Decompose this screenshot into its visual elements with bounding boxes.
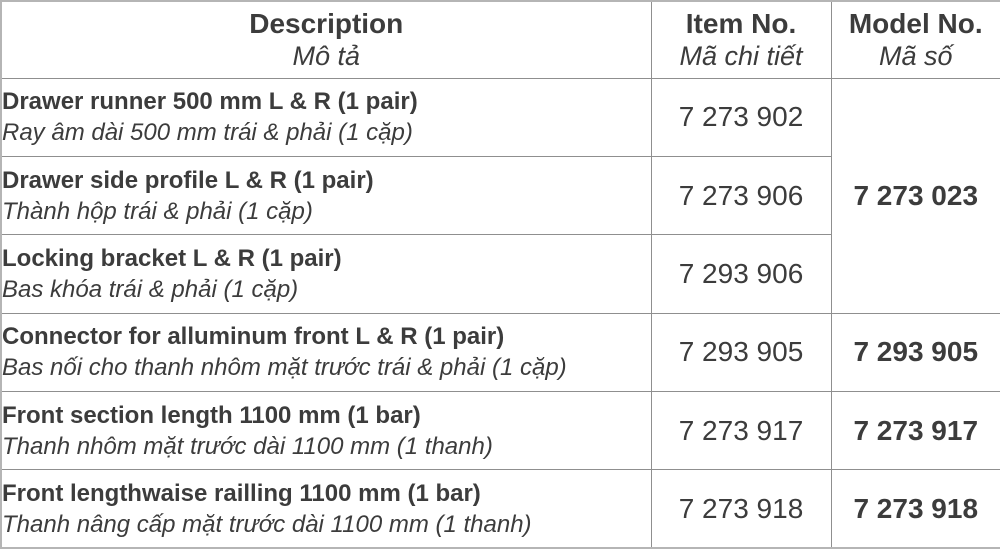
- header-description-vi: Mô tả: [292, 41, 361, 72]
- header-model-no-en: Model No.: [848, 8, 983, 40]
- header-item-no: Item No. Mã chi tiết: [650, 0, 832, 79]
- description-cell: Front section length 1100 mm (1 bar) Tha…: [0, 390, 652, 471]
- model-no-cell: 7 293 905: [830, 312, 1000, 392]
- description-vi: Ray âm dài 500 mm trái & phải (1 cặp): [2, 119, 413, 147]
- table-header-row: Description Mô tả Item No. Mã chi tiết M…: [0, 0, 1000, 79]
- item-no-cell: 7 273 917: [650, 390, 832, 471]
- model-no-cell: 7 273 918: [830, 469, 1000, 549]
- table-row: Connector for alluminum front L & R (1 p…: [0, 312, 1000, 392]
- table-row: Drawer side profile L & R (1 pair) Thành…: [0, 156, 1000, 236]
- description-vi: Thanh nhôm mặt trước dài 1100 mm (1 than…: [2, 432, 493, 460]
- description-vi: Bas khóa trái & phải (1 cặp): [2, 275, 299, 303]
- item-no-cell: 7 273 902: [650, 77, 832, 158]
- header-model-no-vi: Mã số: [878, 41, 953, 72]
- description-vi: Thành hộp trái & phải (1 cặp): [2, 197, 313, 225]
- model-no-cell: 7 273 917: [830, 390, 1000, 471]
- description-en: Connector for alluminum front L & R (1 p…: [2, 323, 505, 351]
- description-cell: Connector for alluminum front L & R (1 p…: [0, 312, 652, 392]
- model-no-cell-merged: 7 273 023: [830, 77, 1000, 314]
- description-cell: Drawer side profile L & R (1 pair) Thành…: [0, 156, 652, 236]
- description-cell: Locking bracket L & R (1 pair) Bas khóa …: [0, 234, 652, 314]
- table-row: Front lengthwaise railling 1100 mm (1 ba…: [0, 469, 1000, 549]
- header-item-no-vi: Mã chi tiết: [679, 41, 803, 72]
- header-description-en: Description: [249, 8, 404, 40]
- header-model-no: Model No. Mã số: [830, 0, 1000, 79]
- description-en: Front lengthwaise railling 1100 mm (1 ba…: [2, 479, 481, 507]
- table-row: Front section length 1100 mm (1 bar) Tha…: [0, 390, 1000, 471]
- description-en: Front section length 1100 mm (1 bar): [2, 401, 421, 429]
- description-cell: Drawer runner 500 mm L & R (1 pair) Ray …: [0, 77, 652, 158]
- description-en: Locking bracket L & R (1 pair): [2, 244, 342, 272]
- item-no-cell: 7 293 906: [650, 234, 832, 314]
- description-vi: Bas nối cho thanh nhôm mặt trước trái & …: [2, 354, 567, 382]
- description-cell: Front lengthwaise railling 1100 mm (1 ba…: [0, 469, 652, 549]
- item-no-cell: 7 273 918: [650, 469, 832, 549]
- description-en: Drawer runner 500 mm L & R (1 pair): [2, 88, 418, 116]
- table-row: Drawer runner 500 mm L & R (1 pair) Ray …: [0, 77, 1000, 314]
- item-no-cell: 7 273 906: [650, 156, 832, 236]
- description-vi: Thanh nâng cấp mặt trước dài 1100 mm (1 …: [2, 510, 532, 538]
- header-description: Description Mô tả: [0, 0, 652, 79]
- header-item-no-en: Item No.: [685, 8, 797, 40]
- item-no-cell: 7 293 905: [650, 312, 832, 392]
- table-row: Locking bracket L & R (1 pair) Bas khóa …: [0, 234, 1000, 314]
- description-en: Drawer side profile L & R (1 pair): [2, 166, 374, 194]
